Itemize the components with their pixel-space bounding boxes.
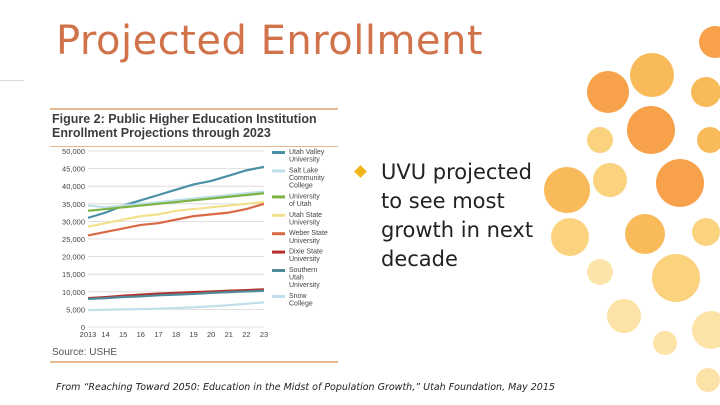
series-line	[87, 190, 265, 209]
dot	[656, 159, 704, 207]
slide-title: Projected Enrollment	[56, 18, 484, 64]
y-tick-label: 0	[81, 323, 85, 332]
y-tick-label: 35,000	[62, 200, 85, 209]
legend-label: Salt Lake	[289, 167, 318, 174]
x-tick-label: 16	[137, 330, 145, 339]
bullet-text: UVU projected to see most growth in next…	[381, 160, 534, 271]
x-tick-label: 2013	[80, 330, 97, 339]
dot	[607, 299, 641, 333]
y-tick-label: 25,000	[62, 235, 85, 244]
dot	[691, 77, 720, 107]
enrollment-line-chart: 0 5,000 10,000 15,000 20,000 25,000 30,000 35,0…	[62, 147, 328, 339]
series-line	[87, 288, 265, 300]
legend-swatch	[272, 232, 285, 236]
dot	[630, 53, 674, 97]
legend-label: Community	[289, 175, 325, 182]
x-tick-label: 23	[260, 330, 268, 339]
dot	[692, 218, 720, 246]
dot	[652, 254, 700, 302]
dot	[699, 26, 720, 58]
legend-swatch	[272, 213, 285, 217]
diamond-bullet-icon	[354, 165, 367, 178]
legend-swatch	[272, 269, 285, 272]
legend-label: College	[289, 301, 313, 308]
dot	[544, 167, 590, 213]
legend-label: of Utah	[289, 201, 312, 208]
legend-label: University	[289, 238, 320, 245]
x-tick-label: 18	[172, 330, 180, 339]
y-tick-label: 5,000	[66, 305, 85, 314]
dot	[653, 331, 677, 355]
legend-label: University	[289, 256, 320, 263]
series-line	[87, 301, 265, 312]
y-tick-label: 30,000	[62, 217, 85, 226]
legend-label: Snow	[289, 293, 307, 300]
y-tick-label: 45,000	[62, 165, 85, 174]
series-line	[87, 192, 265, 212]
figure-mid-rule	[50, 146, 338, 147]
legend-swatch	[272, 195, 285, 199]
legend-label: College	[289, 183, 313, 190]
x-tick-label: 21	[225, 330, 233, 339]
legend-label: Dixie State	[289, 249, 323, 256]
legend-swatch	[272, 151, 285, 154]
dot	[692, 311, 720, 349]
legend-label: University	[289, 282, 320, 289]
legend-label: University	[289, 157, 320, 164]
dot	[587, 259, 613, 285]
figure-title-line2: Enrollment Projections through 2023	[52, 126, 271, 140]
x-tick-label: 14	[101, 330, 109, 339]
y-tick-label: 40,000	[62, 182, 85, 191]
series-line	[87, 289, 265, 300]
dot	[551, 218, 589, 256]
x-tick-label: 22	[242, 330, 250, 339]
dot	[696, 368, 720, 392]
legend-label: University	[289, 193, 320, 200]
figure-title: Figure 2: Public Higher Education Instit…	[52, 112, 338, 140]
figure-title-line1: Figure 2: Public Higher Education Instit…	[52, 112, 317, 126]
legend-label: Utah State	[289, 212, 322, 219]
enrollment-figure: Figure 2: Public Higher Education Instit…	[50, 108, 340, 364]
figure-source: Source: USHE	[52, 347, 118, 358]
bullet-point: UVU projected to see most growth in next…	[354, 158, 566, 274]
y-tick-label: 10,000	[62, 288, 85, 297]
dot	[587, 127, 613, 153]
dot	[625, 214, 665, 254]
legend-swatch	[272, 295, 285, 298]
legend-swatch	[272, 250, 285, 254]
series-line	[87, 202, 265, 237]
figure-top-rule	[50, 108, 338, 110]
legend-label: Weber State	[289, 230, 328, 237]
legend-swatch	[272, 169, 285, 173]
y-tick-label: 20,000	[62, 253, 85, 262]
title-rule	[0, 80, 24, 81]
footnote: From “Reaching Toward 2050: Education in…	[56, 382, 555, 393]
figure-bottom-rule	[50, 361, 338, 363]
x-tick-label: 15	[119, 330, 127, 339]
dot	[697, 127, 720, 153]
series-line	[87, 200, 265, 228]
dot	[627, 106, 675, 154]
y-tick-label: 15,000	[62, 270, 85, 279]
y-tick-label: 50,000	[62, 147, 85, 156]
x-tick-label: 17	[154, 330, 162, 339]
legend-label: University	[289, 219, 320, 226]
x-tick-label: 19	[189, 330, 197, 339]
legend-label: Utah Valley	[289, 149, 325, 156]
x-tick-label: 20	[207, 330, 215, 339]
dot	[593, 163, 627, 197]
legend-label: Utah	[289, 275, 304, 282]
dot	[587, 71, 629, 113]
legend-label: Southern	[289, 267, 318, 274]
